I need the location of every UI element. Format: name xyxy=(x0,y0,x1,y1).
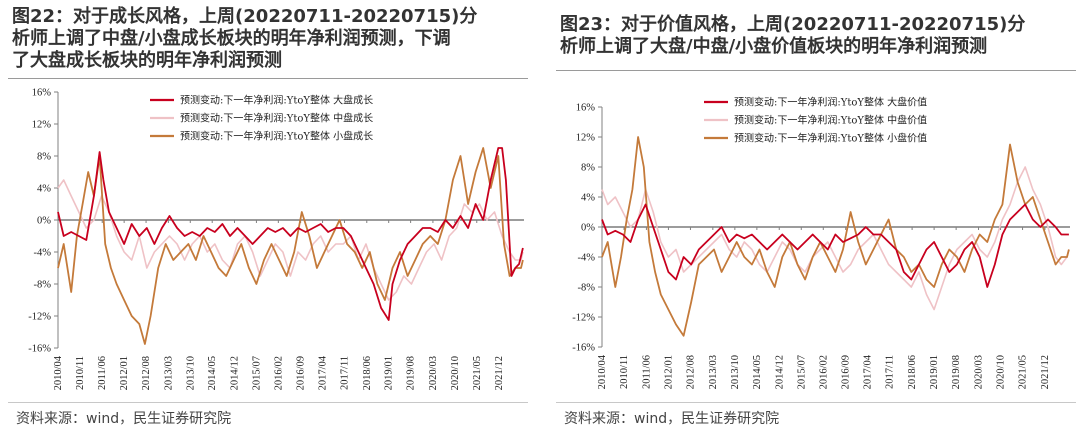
x-tick-label: 2013/10 xyxy=(185,356,196,390)
series-line-mid xyxy=(601,166,1070,311)
title-line: 析师上调了大盘/中盘/小盘价值板块的明年净利润预测 xyxy=(560,36,988,57)
figure-23: 图23：对于价值风格，上周(20220711-20220715)分 析师上调了大… xyxy=(552,0,1080,434)
growth-style-chart: 16% 12% 8% 4% 0% -4% -8% -12% -16%2010/04 2010/11… xyxy=(28,88,524,390)
title-divider xyxy=(556,70,1076,71)
x-tick-label: 2021/05 xyxy=(472,356,483,390)
x-tick-label: 2011/06 xyxy=(641,355,652,389)
y-tick-label: -16% xyxy=(572,343,595,354)
x-tick-label: 2013/10 xyxy=(730,355,741,389)
legend-label: 预测变动:下一年净利润:YtoY整体 大盘价值 xyxy=(734,96,927,109)
x-tick-label: 2010/04 xyxy=(53,355,64,390)
x-tick-label: 2021/12 xyxy=(1040,355,1051,389)
source-note: 资料来源：wind，民生证券研究院 xyxy=(564,411,780,427)
legend-label: 预测变动:下一年净利润:YtoY整体 中盘成长 xyxy=(180,112,373,125)
title-line: 图22：对于成长风格，上周(20220711-20220715)分 xyxy=(12,6,478,27)
x-tick-label: 2019/08 xyxy=(406,356,417,390)
x-tick-label: 2013/03 xyxy=(708,355,719,389)
y-tick-label: 4% xyxy=(37,184,51,195)
y-tick-label: 0% xyxy=(37,216,51,227)
series-line-mid xyxy=(57,179,524,301)
y-tick-label: 0% xyxy=(581,223,595,234)
y-tick-label: 12% xyxy=(576,133,596,144)
x-tick-label: 2020/03 xyxy=(974,355,985,389)
legend-label: 预测变动:下一年净利润:YtoY整体 中盘价值 xyxy=(734,114,927,127)
y-tick-label: -8% xyxy=(34,280,52,291)
x-tick-label: 2015/07 xyxy=(796,355,807,389)
chart-title: 图23：对于价值风格，上周(20220711-20220715)分 析师上调了大… xyxy=(560,14,1075,58)
x-tick-label: 2020/10 xyxy=(996,355,1007,389)
x-tick-label: 2017/11 xyxy=(339,356,350,390)
y-tick-label: -8% xyxy=(578,283,596,294)
chart-title: 图22：对于成长风格，上周(20220711-20220715)分 析师上调了中… xyxy=(12,6,527,72)
source-note: 资料来源：wind，民生证券研究院 xyxy=(16,411,232,427)
x-tick-label: 2020/10 xyxy=(450,356,461,390)
y-tick-label: 16% xyxy=(576,103,596,114)
x-tick-label: 2017/04 xyxy=(863,354,874,389)
series-line-small xyxy=(601,136,1070,337)
x-tick-label: 2019/01 xyxy=(384,356,395,390)
title-line: 了大盘成长板块的明年净利润预测 xyxy=(12,50,282,71)
y-tick-label: -12% xyxy=(28,312,51,323)
x-tick-label: 2011/06 xyxy=(97,356,108,390)
x-tick-label: 2010/04 xyxy=(597,354,608,389)
y-tick-label: 16% xyxy=(32,88,52,99)
x-tick-label: 2015/07 xyxy=(251,356,262,390)
x-tick-label: 2010/11 xyxy=(75,356,86,390)
x-tick-label: 2018/06 xyxy=(362,356,373,390)
y-tick-label: -4% xyxy=(34,248,52,259)
y-tick-label: -12% xyxy=(572,313,595,324)
series-line-small xyxy=(57,147,524,345)
x-tick-label: 2014/12 xyxy=(774,355,785,389)
x-tick-label: 2021/05 xyxy=(1018,355,1029,389)
x-tick-label: 2012/08 xyxy=(141,356,152,390)
x-tick-label: 2017/11 xyxy=(885,355,896,389)
figure-22: 图22：对于成长风格，上周(20220711-20220715)分 析师上调了中… xyxy=(4,0,532,434)
x-tick-label: 2016/09 xyxy=(841,355,852,389)
x-tick-label: 2014/05 xyxy=(207,356,218,390)
x-tick-label: 2016/02 xyxy=(273,356,284,390)
x-tick-label: 2016/09 xyxy=(296,356,307,390)
y-tick-label: 12% xyxy=(32,120,52,131)
x-tick-label: 2018/06 xyxy=(907,355,918,389)
x-tick-label: 2012/08 xyxy=(685,355,696,389)
x-tick-label: 2014/05 xyxy=(752,355,763,389)
title-line: 图23：对于价值风格，上周(20220711-20220715)分 xyxy=(560,14,1026,35)
legend-label: 预测变动:下一年净利润:YtoY整体 大盘成长 xyxy=(180,94,373,107)
y-tick-label: 8% xyxy=(37,152,51,163)
x-tick-label: 2019/08 xyxy=(951,355,962,389)
source-divider xyxy=(8,402,528,403)
y-tick-label: -4% xyxy=(578,253,596,264)
title-line: 析师上调了中盘/小盘成长板块的明年净利润预测，下调 xyxy=(12,28,451,49)
legend-label: 预测变动:下一年净利润:YtoY整体 小盘价值 xyxy=(734,132,927,145)
y-tick-label: 8% xyxy=(581,163,595,174)
x-tick-label: 2021/12 xyxy=(494,356,505,390)
title-divider xyxy=(8,78,528,79)
x-tick-label: 2017/04 xyxy=(318,355,329,390)
x-tick-label: 2019/01 xyxy=(929,355,940,389)
series-line-large xyxy=(601,203,1069,288)
y-tick-label: -16% xyxy=(28,344,51,355)
x-tick-label: 2016/02 xyxy=(818,355,829,389)
x-tick-label: 2012/01 xyxy=(663,355,674,389)
x-tick-label: 2010/11 xyxy=(619,355,630,389)
source-divider xyxy=(556,402,1076,403)
x-tick-label: 2020/03 xyxy=(428,356,439,390)
x-tick-label: 2012/01 xyxy=(119,356,130,390)
series-line-large xyxy=(57,147,524,321)
value-style-chart: 16% 12% 8% 4% 0% -4% -8% -12% -16%2010/04 2010/11… xyxy=(572,96,1070,389)
legend-label: 预测变动:下一年净利润:YtoY整体 小盘成长 xyxy=(180,130,373,143)
x-tick-label: 2014/12 xyxy=(229,356,240,390)
x-tick-label: 2013/03 xyxy=(163,356,174,390)
y-tick-label: 4% xyxy=(581,193,595,204)
